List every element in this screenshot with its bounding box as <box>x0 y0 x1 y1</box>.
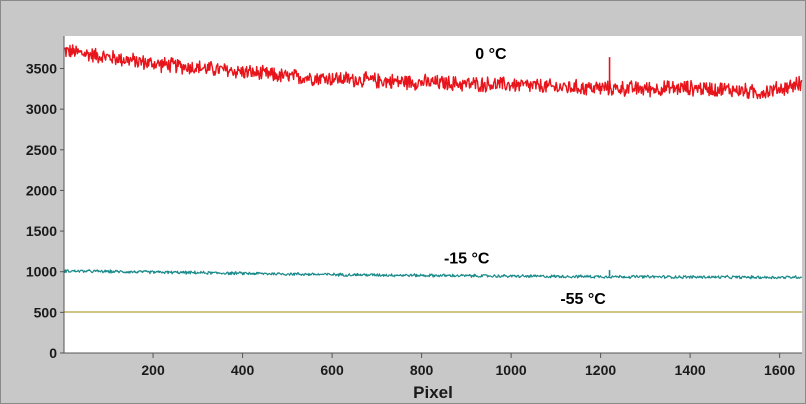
y-tick-label: 3000 <box>26 101 57 117</box>
series-line <box>63 44 803 100</box>
y-tick-label: 3500 <box>26 61 57 77</box>
series-group <box>63 44 803 313</box>
x-tick-label: 400 <box>231 362 255 378</box>
x-tick-label: 1000 <box>496 362 527 378</box>
x-axis-title: Pixel <box>413 383 453 402</box>
x-tick-label: 200 <box>141 362 165 378</box>
x-tick-label: 1200 <box>585 362 616 378</box>
y-tick-label: 1000 <box>26 264 57 280</box>
series-line <box>63 269 803 280</box>
series-label: -55 °C <box>560 291 606 308</box>
x-tick-label: 800 <box>410 362 434 378</box>
x-tick-label: 600 <box>320 362 344 378</box>
series-label: 0 °C <box>475 46 507 63</box>
y-tick-label: 500 <box>34 304 58 320</box>
x-tick-label: 1400 <box>675 362 706 378</box>
y-tick-label: 2500 <box>26 142 57 158</box>
y-tick-label: 2000 <box>26 182 57 198</box>
series-label: -15 °C <box>444 251 490 268</box>
annotations: 0 °C -15 °C -55 °C <box>444 46 606 308</box>
axes: 0 500 1000 1500 2000 2500 3000 3500 200 400 600 800… <box>26 36 802 378</box>
y-tick-label: 1500 <box>26 223 57 239</box>
y-tick-label: 0 <box>49 345 57 361</box>
x-tick-label: 1600 <box>764 362 795 378</box>
